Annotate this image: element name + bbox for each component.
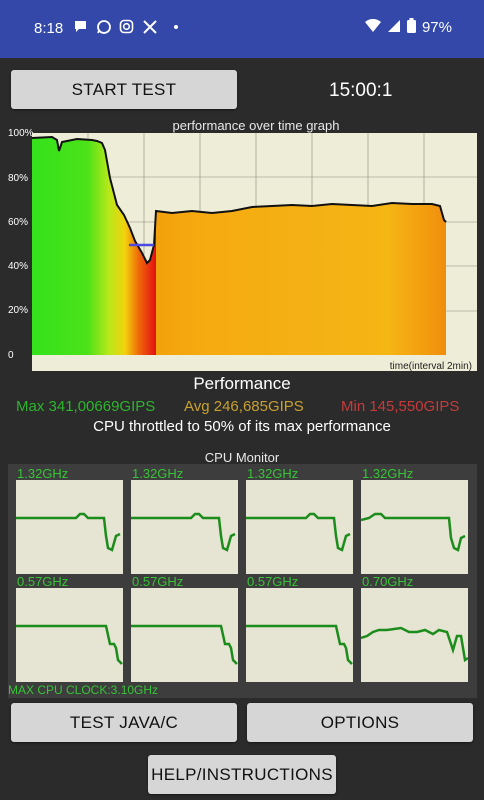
- battery-percent: 97%: [421, 19, 452, 36]
- core-graph: [246, 588, 353, 682]
- core-frequency: 0.57GHz: [17, 574, 69, 589]
- throttle-summary: CPU throttled to 50% of its max performa…: [93, 418, 391, 435]
- core-frequency: 1.32GHz: [362, 466, 414, 481]
- y-tick-label: 60%: [8, 217, 29, 228]
- max-cpu-clock: MAX CPU CLOCK:3.10GHz: [8, 683, 159, 697]
- avg-performance: Avg 246,685GIPS: [184, 398, 304, 415]
- more-notifications-dot: [174, 24, 178, 29]
- core-frequency: 0.57GHz: [132, 574, 184, 589]
- help-instructions-button[interactable]: HELP/INSTRUCTIONS: [148, 755, 336, 794]
- core-graph: [360, 588, 469, 682]
- cpu-monitor-title: CPU Monitor: [204, 450, 280, 465]
- performance-graph: time(interval 2min): [32, 133, 477, 372]
- core-graph: [246, 480, 353, 574]
- test-java-button[interactable]: TEST JAVA/C: [11, 703, 237, 742]
- x-axis-label: time(interval 2min): [390, 361, 472, 372]
- core-frequency: 0.57GHz: [247, 574, 299, 589]
- x-axis-band: [32, 355, 477, 371]
- core-frequency: 1.32GHz: [247, 466, 299, 481]
- core-frequency: 0.70GHz: [362, 574, 414, 589]
- x-icon: [141, 18, 158, 35]
- whatsapp-icon: [95, 18, 112, 35]
- message-icon: [72, 18, 89, 35]
- performance-fill-late: [156, 203, 446, 355]
- y-tick-label: 0: [8, 350, 14, 361]
- battery-icon: [406, 18, 416, 37]
- core-graph: [131, 480, 238, 574]
- instagram-icon: [118, 18, 135, 35]
- y-tick-label: 100%: [8, 128, 34, 139]
- core-frequency: 1.32GHz: [132, 466, 184, 481]
- core-graph: [360, 480, 468, 574]
- core-graph: [16, 588, 123, 682]
- core-graph: [131, 588, 238, 682]
- core-frequency: 1.32GHz: [17, 466, 69, 481]
- core-graph: [16, 480, 123, 574]
- wifi-icon: [364, 18, 381, 37]
- status-time: 8:18: [34, 20, 64, 37]
- system-icons: 97%: [364, 18, 452, 37]
- performance-title: Performance: [193, 374, 291, 393]
- graph-title: performance over time graph: [172, 118, 340, 133]
- options-button[interactable]: OPTIONS: [247, 703, 473, 742]
- status-bar: 8:18 97%: [0, 0, 484, 58]
- performance-fill-early: [32, 137, 156, 355]
- y-tick-label: 80%: [8, 173, 29, 184]
- y-tick-label: 20%: [8, 305, 29, 316]
- notification-icons: [72, 18, 178, 35]
- signal-icon: [387, 19, 401, 37]
- test-timer: 15:00:1: [329, 80, 393, 101]
- cpu-monitor-panel: 1.32GHz 1.32GHz 1.32GHz 1.32GHz 0.57GHz …: [8, 464, 477, 698]
- min-performance: Min 145,550GIPS: [341, 398, 460, 415]
- y-tick-label: 40%: [8, 261, 29, 272]
- max-performance: Max 341,00669GIPS: [16, 398, 156, 415]
- start-test-button[interactable]: START TEST: [11, 70, 237, 109]
